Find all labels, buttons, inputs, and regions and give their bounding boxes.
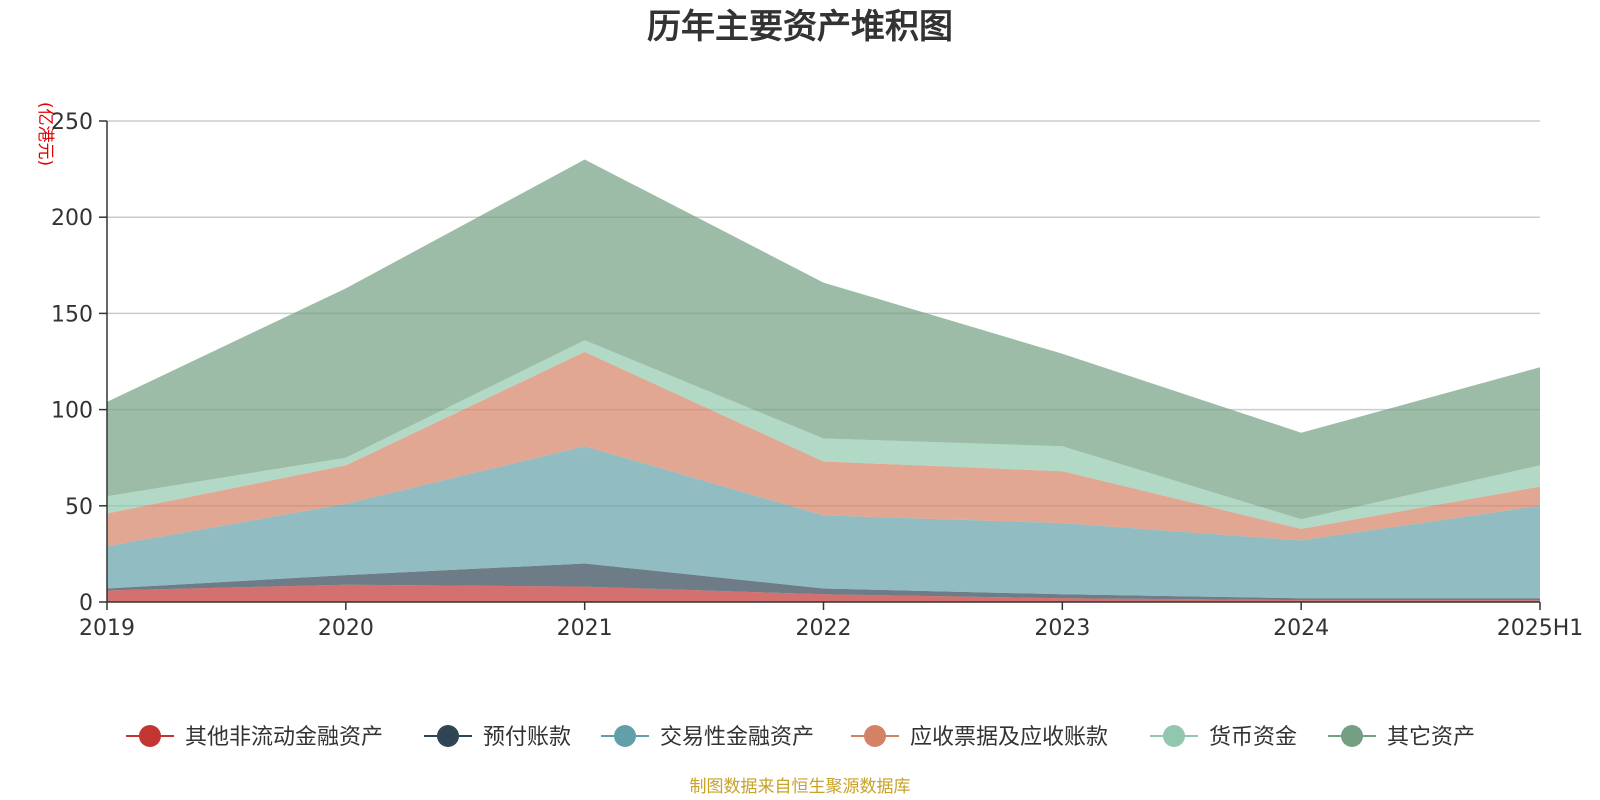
y-tick-label: 50	[65, 495, 93, 520]
source-note: 制图数据来自恒生聚源数据库	[690, 777, 911, 797]
area-series-1	[107, 563, 1540, 601]
x-tick-label: 2024	[1273, 616, 1329, 641]
legend-item-1[interactable]: 预付账款	[424, 725, 571, 750]
x-tick-label: 2025H1	[1497, 616, 1584, 641]
legend-label: 其它资产	[1387, 725, 1475, 750]
area-series-3	[107, 351, 1540, 547]
y-tick-label: 0	[79, 591, 93, 616]
legend-label: 交易性金融资产	[660, 725, 814, 750]
area-series-2	[107, 446, 1540, 599]
legend-marker	[437, 725, 459, 747]
area-series-0	[107, 584, 1540, 602]
legend-item-5[interactable]: 其它资产	[1328, 725, 1475, 750]
legend-label: 应收票据及应收账款	[910, 725, 1108, 750]
legend: 其他非流动金融资产 预付账款 交易性金融资产 应收票据及应收账款 货币资金 其它资产	[126, 725, 1475, 750]
legend-marker	[1341, 725, 1363, 747]
legend-marker	[614, 725, 636, 747]
x-tick-label: 2021	[557, 616, 613, 641]
legend-label: 货币资金	[1209, 725, 1297, 750]
legend-item-0[interactable]: 其他非流动金融资产	[126, 725, 383, 750]
area-series-5	[107, 159, 1540, 520]
x-tick-label: 2019	[79, 616, 135, 641]
y-tick-label: 100	[51, 399, 93, 424]
legend-marker	[1163, 725, 1185, 747]
y-tick-label: 200	[51, 206, 93, 231]
area-series-group	[107, 159, 1540, 602]
y-tick-label: 250	[51, 110, 93, 135]
x-tick-labels: 2019 2020 2021 2022 2023 2024 2025H1	[79, 616, 1583, 641]
y-axis-unit-label: (亿港元)	[35, 102, 55, 166]
legend-marker	[139, 725, 161, 747]
axes	[99, 120, 1541, 610]
chart-title: 历年主要资产堆积图	[647, 7, 953, 47]
legend-marker	[864, 725, 886, 747]
legend-item-4[interactable]: 货币资金	[1150, 725, 1297, 750]
legend-label: 预付账款	[483, 725, 571, 750]
y-tick-labels: 0 50 100 150 200 250	[51, 110, 93, 616]
y-tick-label: 150	[51, 302, 93, 327]
legend-item-3[interactable]: 应收票据及应收账款	[851, 725, 1108, 750]
legend-item-2[interactable]: 交易性金融资产	[601, 725, 814, 750]
legend-label: 其他非流动金融资产	[185, 725, 383, 750]
x-tick-label: 2023	[1034, 616, 1090, 641]
area-series-4	[107, 340, 1540, 529]
x-tick-label: 2022	[796, 616, 852, 641]
x-tick-label: 2020	[318, 616, 374, 641]
